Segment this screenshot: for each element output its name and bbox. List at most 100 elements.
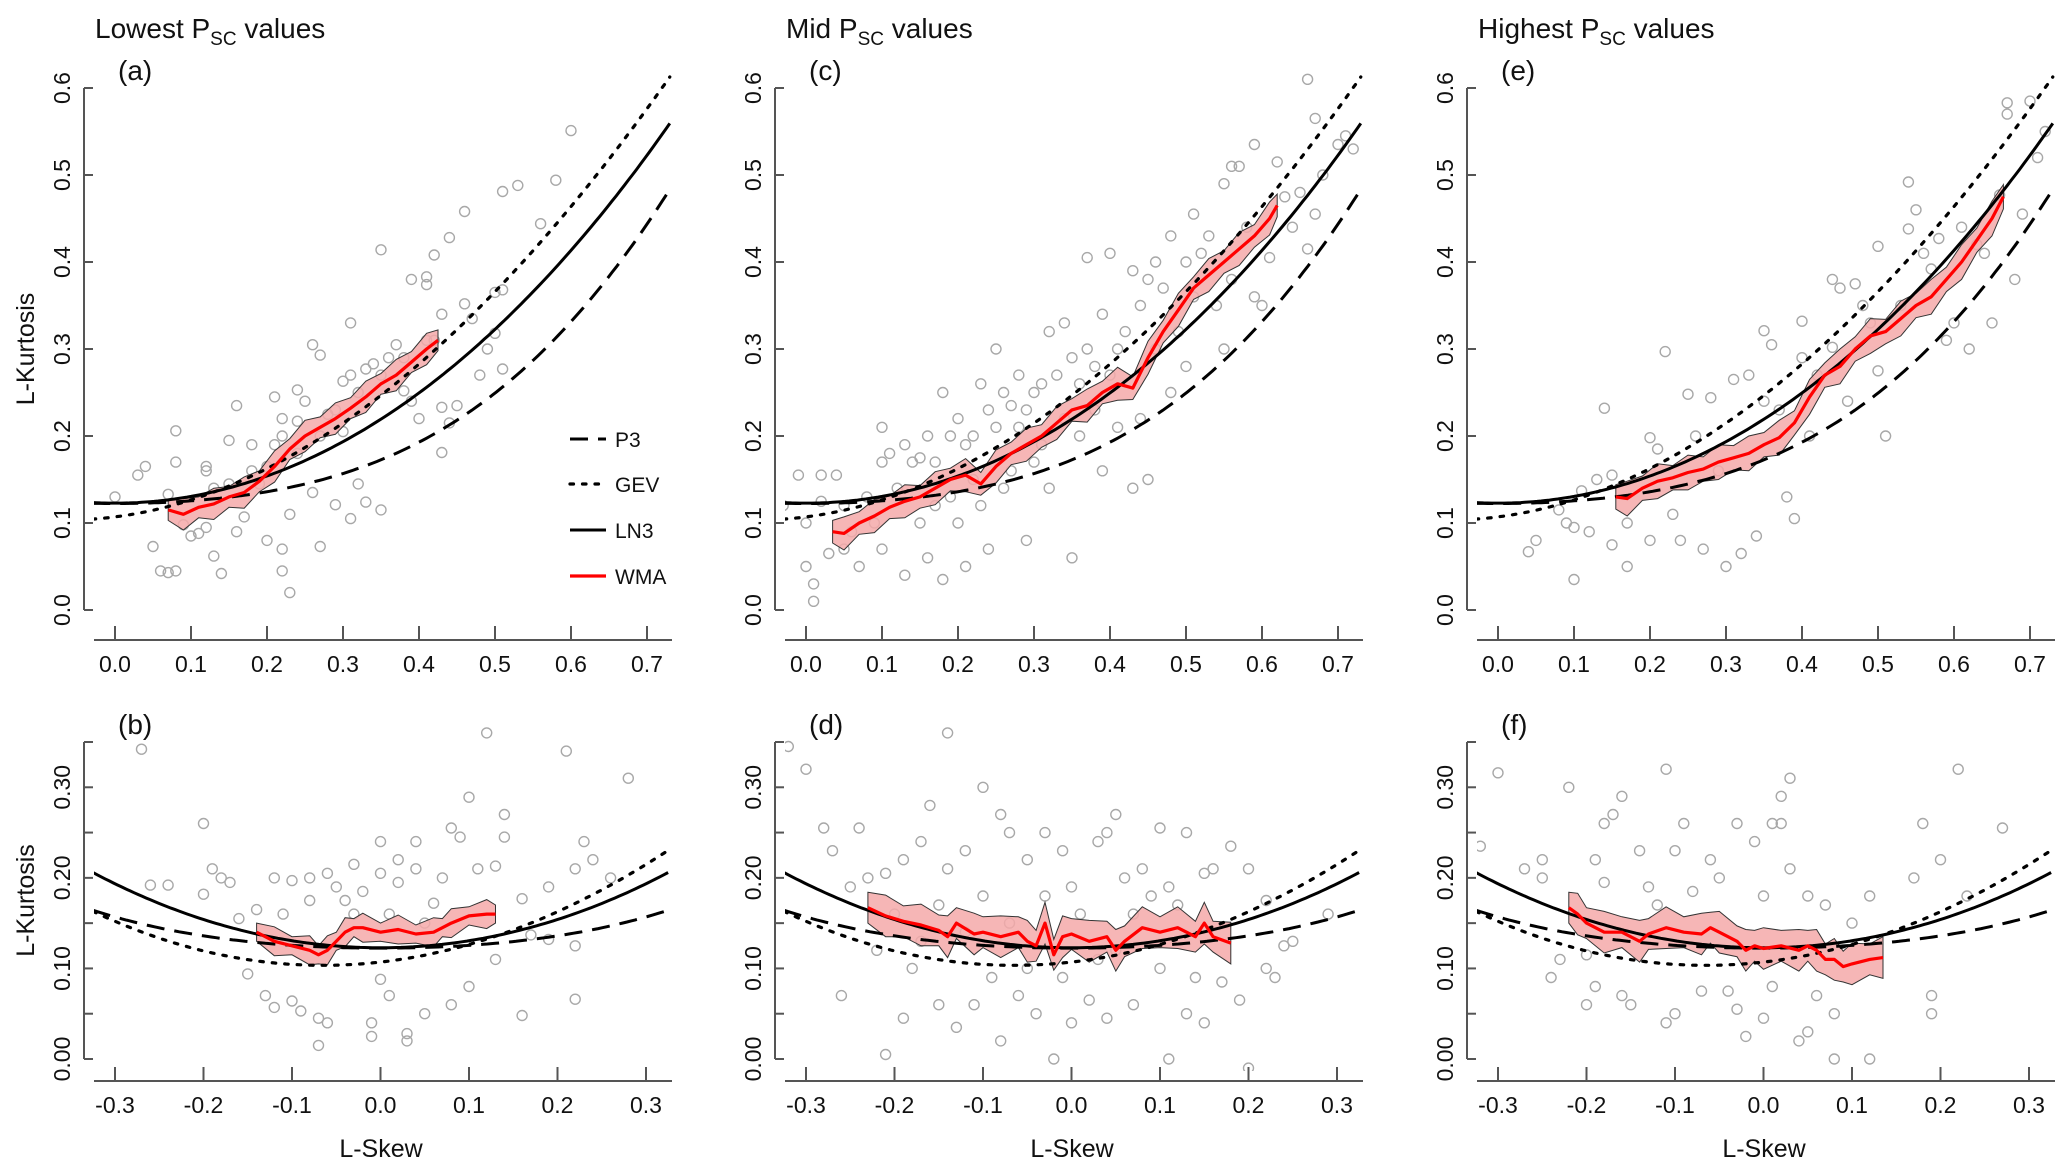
scatter-point	[1301, 243, 1314, 255]
y-tick-label: 0.4	[49, 246, 75, 278]
scatter-point	[299, 395, 311, 407]
y-tick-label: 0.10	[1432, 946, 1458, 991]
scatter-point	[250, 903, 263, 916]
scatter-point	[1530, 534, 1542, 547]
curve-ln3	[94, 122, 672, 505]
scatter-point	[147, 540, 159, 553]
scatter-point	[1012, 989, 1025, 1002]
scatter-point	[1766, 980, 1779, 993]
scatter-point	[382, 352, 395, 364]
scatter-point	[1606, 539, 1618, 551]
scatter-point	[937, 573, 949, 586]
y-tick-label: 0.0	[740, 594, 766, 626]
scatter-point	[1793, 1035, 1805, 1047]
scatter-point	[516, 893, 528, 905]
wma-confidence-band	[1568, 891, 1884, 986]
column-title-suffix: values	[1626, 13, 1715, 44]
scatter-point	[977, 781, 989, 793]
scatter-point	[241, 968, 254, 980]
scatter-points	[1477, 763, 2009, 1065]
scatter-point	[1713, 872, 1726, 884]
scatter-point	[304, 894, 316, 907]
scatter-point	[1598, 876, 1610, 889]
y-tick-label: 0.6	[49, 72, 75, 104]
scatter-point	[135, 743, 148, 755]
curve-p3	[785, 188, 1363, 505]
scatter-point	[1940, 334, 1953, 346]
y-tick-label: 0.4	[1432, 246, 1458, 278]
scatter-point	[1111, 343, 1124, 355]
scatter-point	[1757, 890, 1770, 902]
scatter-point	[489, 953, 502, 966]
x-tick-label: 0.3	[1321, 1092, 1353, 1118]
scatter-point	[1518, 863, 1531, 875]
scatter-point	[929, 456, 941, 468]
scatter-point	[1207, 863, 1219, 875]
scatter-point	[967, 430, 979, 442]
scatter-point	[1667, 508, 1679, 520]
scatter-point	[1081, 251, 1093, 264]
scatter-point	[1260, 962, 1272, 975]
x-tick-label: 0.5	[1862, 651, 1894, 677]
y-tick-label: 0.3	[1432, 333, 1458, 365]
scatter-point	[474, 369, 486, 381]
curve-ln3	[785, 122, 1363, 505]
curve-gev	[94, 848, 670, 967]
y-tick-label: 0.0	[49, 594, 75, 626]
scatter-point	[1127, 999, 1140, 1011]
scatter-point	[1765, 339, 1778, 351]
scatter-point	[1727, 373, 1740, 386]
scatter-point	[1242, 1062, 1255, 1071]
scatter-point	[1740, 1030, 1752, 1043]
curve-ln3	[1477, 122, 2055, 505]
scatter-point	[883, 447, 896, 460]
scatter-point	[2031, 151, 2044, 164]
scatter-point	[1287, 935, 1299, 947]
y-tick-label: 0.4	[740, 246, 766, 278]
scatter-point	[344, 512, 357, 525]
scatter-point	[200, 521, 212, 534]
scatter-point	[1731, 1003, 1743, 1015]
scatter-point	[1826, 341, 1839, 353]
scatter-point	[1286, 221, 1299, 233]
scatter-point	[1743, 369, 1755, 381]
scatter-point	[1233, 994, 1246, 1006]
scatter-point	[208, 550, 220, 562]
scatter-point	[1058, 317, 1071, 329]
scatter-point	[463, 980, 475, 993]
scatter-point	[1142, 273, 1154, 286]
axes: 0.0 0.1 0.2 0.3 0.4 0.5 0.6 0.0 0.1 0.2 0.3 0.4 0.5 0…	[49, 72, 672, 677]
scatter-point	[1101, 826, 1113, 839]
scatter-point	[1248, 291, 1261, 303]
scatter-point	[1704, 854, 1717, 866]
axes: 0.00 0.10 0.20 0.30 -0.3 -0.2 -0.1 0.0 0.1 0.2 0.3	[740, 741, 1363, 1118]
panel-label: (f)	[1501, 709, 1527, 740]
scatter-point	[977, 890, 989, 902]
scatter-point	[1127, 482, 1139, 494]
scatter-point	[489, 286, 501, 299]
scatter-point	[1802, 890, 1814, 902]
x-tick-label: 0.0	[1482, 651, 1514, 677]
scatter-point	[1986, 317, 1998, 329]
scatter-point	[876, 543, 888, 555]
scatter-point	[284, 508, 296, 520]
scatter-point	[1731, 817, 1743, 830]
scatter-point	[420, 278, 433, 291]
legend-item-p3: P3	[570, 429, 641, 452]
scatter-point	[1978, 247, 1991, 260]
scatter-point	[1043, 482, 1055, 494]
scatter-point	[162, 566, 174, 579]
scatter-point	[876, 456, 888, 468]
scatter-point	[268, 872, 280, 884]
scatter-point	[1301, 73, 1314, 86]
scatter-point	[230, 399, 243, 412]
scatter-point	[937, 386, 949, 399]
curve-gev	[1477, 75, 2055, 521]
scatter-point	[489, 860, 502, 872]
x-tick-label: 0.6	[555, 651, 587, 677]
scatter-point	[853, 822, 865, 834]
scatter-point	[997, 386, 1010, 399]
y-tick-label: 0.5	[49, 159, 75, 191]
x-tick-label: 0.1	[1836, 1092, 1868, 1118]
